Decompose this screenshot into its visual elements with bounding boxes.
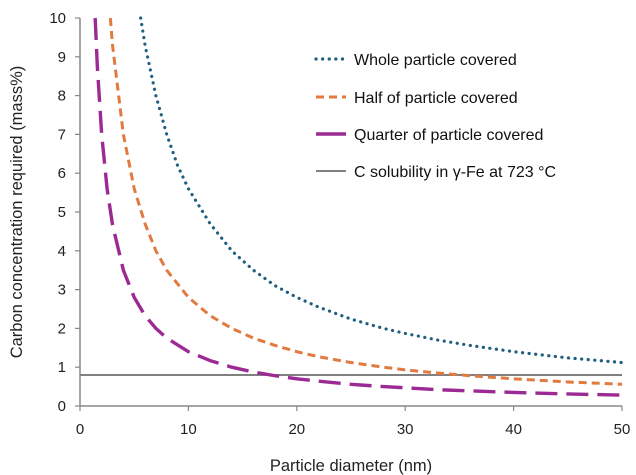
- y-tick-label: 5: [58, 204, 66, 221]
- y-tick-label: 6: [58, 165, 66, 182]
- y-tick-label: 8: [58, 88, 66, 105]
- x-axis-title: Particle diameter (nm): [270, 457, 432, 475]
- y-tick-label: 4: [58, 243, 66, 260]
- y-axis-title: Carbon concentration required (mass%): [8, 66, 26, 359]
- series-line-0: [139, 16, 624, 365]
- x-tick-label: 10: [180, 421, 197, 438]
- series-layer: [80, 16, 624, 397]
- plot-area: 0 1 2 3 4 5 6 7 8 9 10 0 10 20 30 40 50: [49, 10, 630, 438]
- y-ticks: 0 1 2 3 4 5 6 7 8 9 10: [49, 10, 80, 415]
- x-ticks: 0 10 20 30 40 50: [76, 406, 631, 438]
- series-line-2: [93, 17, 623, 397]
- series-line-1: [108, 17, 623, 386]
- y-tick-label: 9: [58, 49, 66, 66]
- x-tick-label: 30: [397, 421, 414, 438]
- legend-label-0: Whole particle covered: [354, 52, 517, 69]
- y-tick-label: 0: [58, 398, 66, 415]
- legend-label-3: C solubility in γ-Fe at 723 °C: [354, 164, 556, 181]
- x-tick-label: 50: [614, 421, 631, 438]
- y-tick-label: 1: [58, 359, 66, 376]
- y-tick-label: 2: [58, 320, 66, 337]
- y-tick-label: 3: [58, 282, 66, 299]
- legend-label-2: Quarter of particle covered: [354, 127, 543, 144]
- x-tick-label: 40: [505, 421, 522, 438]
- legend-label-1: Half of particle covered: [354, 90, 518, 107]
- legend: Whole particle covered Half of particle c…: [314, 52, 556, 181]
- y-tick-label: 10: [49, 10, 66, 27]
- y-tick-label: 7: [58, 126, 66, 143]
- x-tick-label: 20: [288, 421, 305, 438]
- x-tick-label: 0: [76, 421, 84, 438]
